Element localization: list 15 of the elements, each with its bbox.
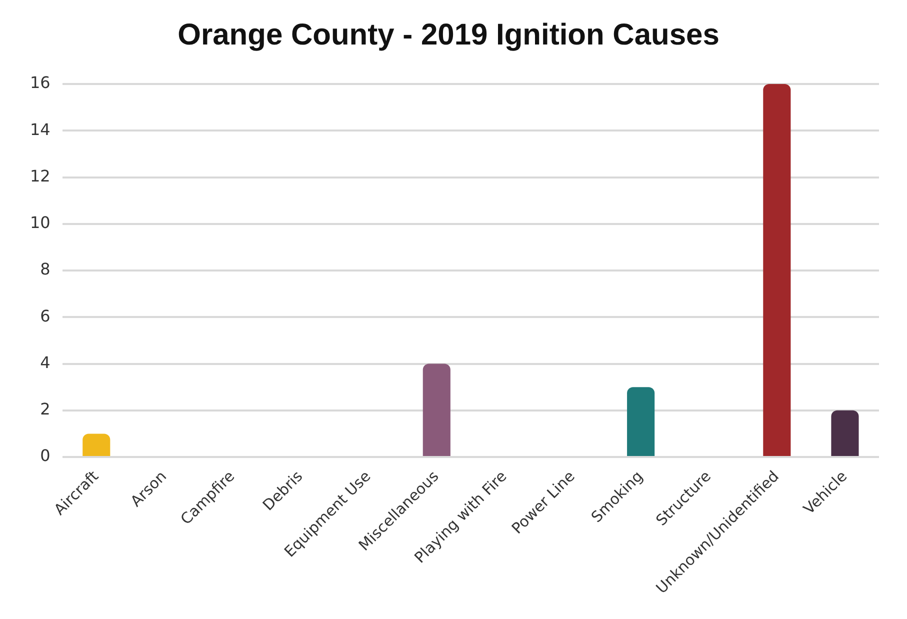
y-tick-label: 6 <box>40 306 50 326</box>
y-tick-label: 16 <box>30 73 50 92</box>
y-tick-label: 2 <box>40 400 50 419</box>
y-tick-label: 4 <box>40 352 50 372</box>
y-tick-label: 10 <box>30 213 50 232</box>
bar <box>422 364 450 456</box>
chart-title: Orange County - 2019 Ignition Causes <box>178 18 720 52</box>
bar <box>831 410 859 456</box>
bar <box>763 84 791 456</box>
y-tick-label: 0 <box>40 446 50 466</box>
bar <box>627 387 655 456</box>
y-tick-label: 14 <box>30 120 50 139</box>
y-tick-label: 12 <box>30 166 50 186</box>
y-tick-label: 8 <box>40 260 50 279</box>
bar <box>82 434 110 456</box>
